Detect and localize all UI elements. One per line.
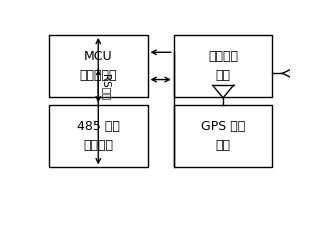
Text: 远程通讯
模块: 远程通讯 模块 (208, 50, 238, 82)
Text: MCU
（单片机）: MCU （单片机） (80, 50, 117, 82)
Text: RS总线: RS总线 (101, 74, 111, 101)
Text: 485 总线
驱动电路: 485 总线 驱动电路 (77, 120, 120, 152)
Bar (174, 105, 272, 167)
Bar (49, 35, 147, 97)
Text: GPS 测量
模块: GPS 测量 模块 (201, 120, 245, 152)
Bar (174, 35, 272, 97)
Bar (49, 105, 147, 167)
